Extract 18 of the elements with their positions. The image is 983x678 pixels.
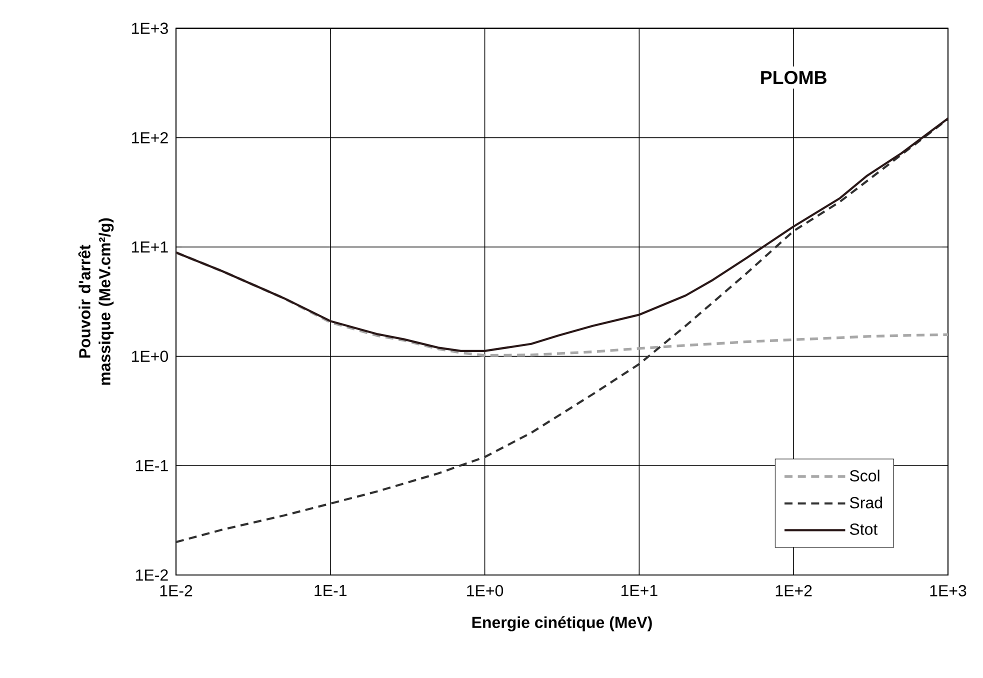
legend-label: Stot [850, 524, 878, 535]
y-tick-label: 1E-2 [136, 569, 168, 581]
x-tick-label: 1E+3 [930, 585, 966, 596]
x-tick-label: 1E+1 [622, 585, 658, 596]
y-tick-label: 1E+0 [132, 350, 168, 362]
y-tick-label: 1E+1 [132, 242, 168, 252]
legend-label: Srad [850, 496, 882, 508]
x-axis-title: Energie cinétique (MeV) [472, 616, 652, 632]
x-tick-label: 1E+0 [467, 585, 504, 596]
y-tick-label: 1E+2 [132, 132, 168, 144]
x-tick-label: 1E-1 [314, 585, 347, 596]
text: PLOMB [761, 70, 826, 84]
x-tick-label: 1E+2 [776, 585, 812, 596]
y-axis-title: Pouvoir d'arrêt massique (MeV.cm²/g) [78, 218, 114, 385]
y-tick-label: 1E-1 [136, 460, 168, 472]
y-tick-label: 1E+3 [132, 22, 168, 34]
legend-label: Scol [850, 470, 880, 482]
x-tick-label: 1E-2 [160, 585, 192, 596]
